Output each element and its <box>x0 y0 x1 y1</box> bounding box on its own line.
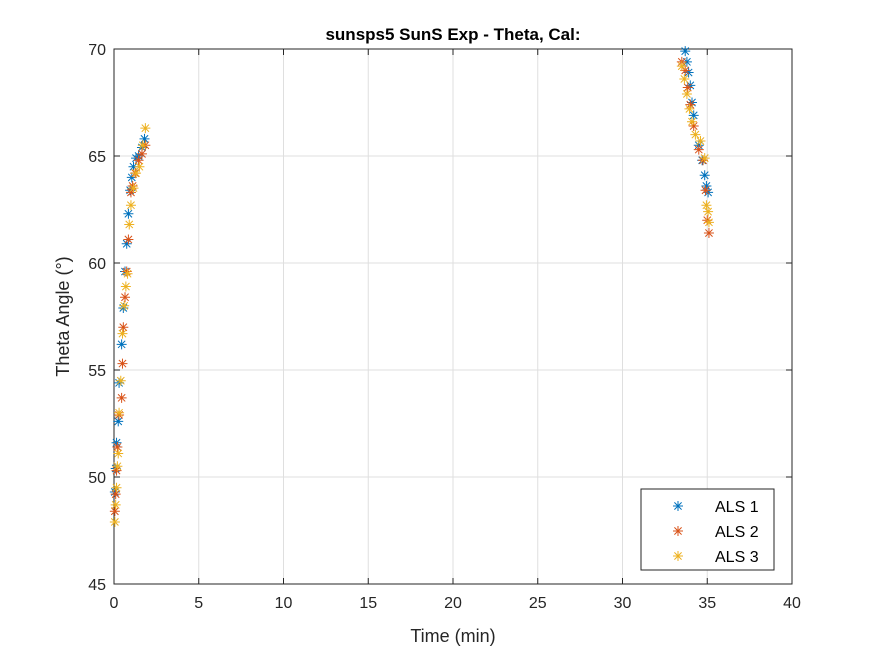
data-point <box>110 499 121 510</box>
data-point <box>139 133 150 144</box>
data-point <box>136 148 147 159</box>
data-point <box>109 486 120 497</box>
data-point <box>681 56 692 67</box>
data-point <box>116 392 127 403</box>
data-point <box>122 268 133 279</box>
data-point <box>133 155 144 166</box>
data-point <box>123 234 134 245</box>
x-tick-label: 0 <box>110 595 119 612</box>
x-tick-label: 15 <box>359 595 377 612</box>
data-point <box>125 200 136 211</box>
data-point <box>111 465 122 476</box>
data-point <box>115 375 126 386</box>
x-tick-label: 20 <box>444 595 462 612</box>
data-point <box>693 144 704 155</box>
data-point <box>684 103 695 114</box>
legend-marker <box>673 526 683 536</box>
data-point <box>680 46 691 57</box>
y-axis-label: Theta Angle (°) <box>53 256 73 376</box>
data-point <box>140 123 151 134</box>
legend-box <box>640 488 775 571</box>
data-point <box>701 200 712 211</box>
data-point <box>118 322 129 333</box>
data-point <box>131 168 142 179</box>
data-point <box>109 516 120 527</box>
data-point <box>120 292 131 303</box>
chart-title: sunsps5 SunS Exp - Theta, Cal: <box>325 25 580 44</box>
data-point <box>113 416 124 427</box>
data-point <box>685 99 696 110</box>
data-point <box>700 185 711 196</box>
x-tick-label: 5 <box>194 595 203 612</box>
data-point <box>112 461 123 472</box>
data-point <box>128 183 139 194</box>
data-point <box>703 228 714 239</box>
x-axis-label: Time (min) <box>410 626 495 646</box>
y-tick-label: 45 <box>88 577 106 594</box>
data-point <box>137 140 148 151</box>
data-point <box>121 266 132 277</box>
data-point <box>118 302 129 313</box>
legend-marker <box>673 551 683 561</box>
data-point <box>136 142 147 153</box>
data-point <box>682 82 693 93</box>
data-point <box>121 238 132 249</box>
data-point <box>679 73 690 84</box>
data-point <box>680 65 691 76</box>
data-point <box>701 180 712 191</box>
data-point <box>111 437 122 448</box>
data-point <box>127 180 138 191</box>
legend-marker <box>673 501 683 511</box>
data-point <box>126 172 137 183</box>
data-point <box>116 339 127 350</box>
data-point <box>688 110 699 121</box>
data-point <box>690 129 701 140</box>
legend-label: ALS 2 <box>715 524 759 541</box>
data-point <box>699 153 710 164</box>
y-tick-label: 50 <box>88 470 106 487</box>
data-point <box>683 67 694 78</box>
data-point <box>110 489 121 500</box>
y-tick-label: 70 <box>88 42 106 59</box>
data-point <box>703 217 714 228</box>
data-point <box>695 136 706 147</box>
axis-ticks: 0 5 10 15 20 25 30 35 40 45 50 55 60 65 70 <box>88 42 801 612</box>
data-point <box>681 88 692 99</box>
x-tick-label: 25 <box>529 595 547 612</box>
data-point <box>109 506 120 517</box>
data-point <box>699 170 710 181</box>
data-point <box>120 281 131 292</box>
x-tick-label: 35 <box>698 595 716 612</box>
data-point <box>124 219 135 230</box>
data-point <box>123 208 134 219</box>
x-tick-label: 10 <box>275 595 293 612</box>
data-point <box>114 407 125 418</box>
data-point <box>703 206 714 217</box>
data-point <box>112 442 123 453</box>
data-markers <box>109 46 714 527</box>
y-tick-label: 55 <box>88 363 106 380</box>
data-point <box>676 61 687 72</box>
data-point <box>128 161 139 172</box>
data-point <box>119 300 130 311</box>
legend-label: ALS 3 <box>715 549 759 566</box>
legend-label: ALS 1 <box>715 499 759 516</box>
y-tick-label: 60 <box>88 256 106 273</box>
x-tick-label: 40 <box>783 595 801 612</box>
data-point <box>113 448 124 459</box>
data-point <box>686 116 697 127</box>
data-point <box>134 161 145 172</box>
data-point <box>688 121 699 132</box>
data-point <box>125 185 136 196</box>
data-point <box>117 358 128 369</box>
data-point <box>125 187 136 198</box>
y-tick-label: 65 <box>88 149 106 166</box>
series-3 <box>109 61 714 527</box>
x-tick-label: 30 <box>614 595 632 612</box>
data-point <box>111 482 122 493</box>
data-point <box>117 328 128 339</box>
legend: ALS 1 ALS 2 ALS 3 <box>640 488 775 571</box>
